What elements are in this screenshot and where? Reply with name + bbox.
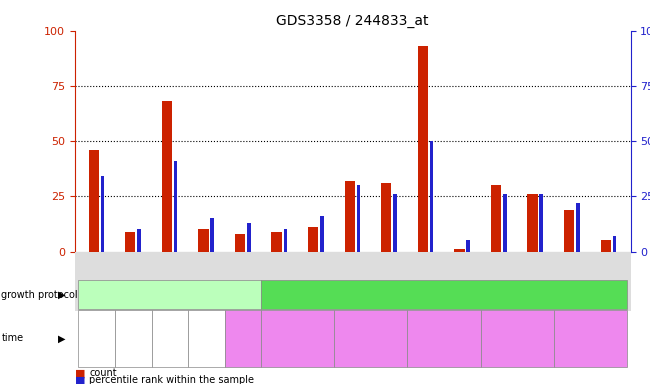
Text: 12
months: 12 months xyxy=(229,329,257,348)
Bar xyxy=(503,194,506,252)
Text: count: count xyxy=(89,368,117,378)
Bar xyxy=(393,194,397,252)
Bar xyxy=(601,240,611,252)
Text: 1
month: 1 month xyxy=(157,329,182,348)
Bar xyxy=(247,223,251,252)
Bar xyxy=(235,234,245,252)
Bar xyxy=(381,183,391,252)
Bar xyxy=(491,185,501,252)
Bar xyxy=(357,185,360,252)
Bar xyxy=(430,141,434,252)
Bar xyxy=(211,218,214,252)
Bar xyxy=(101,177,105,252)
Bar xyxy=(137,230,141,252)
Bar xyxy=(564,210,574,252)
Text: ■: ■ xyxy=(75,375,85,384)
Text: time: time xyxy=(1,333,23,343)
Text: 11 months: 11 months xyxy=(491,333,543,343)
Bar xyxy=(527,194,538,252)
Text: 3
weeks: 3 weeks xyxy=(122,329,145,348)
Bar xyxy=(308,227,318,252)
Bar xyxy=(344,181,355,252)
Text: ■: ■ xyxy=(75,368,85,378)
Text: 1 month: 1 month xyxy=(350,333,391,343)
Bar xyxy=(612,236,616,252)
Text: 5 months: 5 months xyxy=(421,333,467,343)
Text: control: control xyxy=(151,290,189,300)
Bar xyxy=(283,230,287,252)
Bar xyxy=(272,232,281,252)
Bar xyxy=(540,194,543,252)
Bar xyxy=(320,216,324,252)
Bar xyxy=(88,150,99,252)
Bar xyxy=(418,46,428,252)
Bar xyxy=(125,232,135,252)
Text: percentile rank within the sample: percentile rank within the sample xyxy=(89,375,254,384)
Bar xyxy=(454,249,465,252)
Text: growth protocol: growth protocol xyxy=(1,290,78,300)
Title: GDS3358 / 244833_at: GDS3358 / 244833_at xyxy=(276,14,429,28)
Text: 3 weeks: 3 weeks xyxy=(278,333,318,343)
Bar xyxy=(576,203,580,252)
Bar xyxy=(174,161,177,252)
Bar xyxy=(162,101,172,252)
Text: ▶: ▶ xyxy=(58,290,66,300)
Text: 12 months: 12 months xyxy=(564,333,616,343)
Text: androgen-deprived: androgen-deprived xyxy=(391,290,497,300)
Bar xyxy=(466,240,470,252)
Text: ▶: ▶ xyxy=(58,333,66,343)
Bar xyxy=(198,230,209,252)
Text: 5
months: 5 months xyxy=(192,329,221,348)
Text: 0
weeks: 0 weeks xyxy=(84,329,109,348)
